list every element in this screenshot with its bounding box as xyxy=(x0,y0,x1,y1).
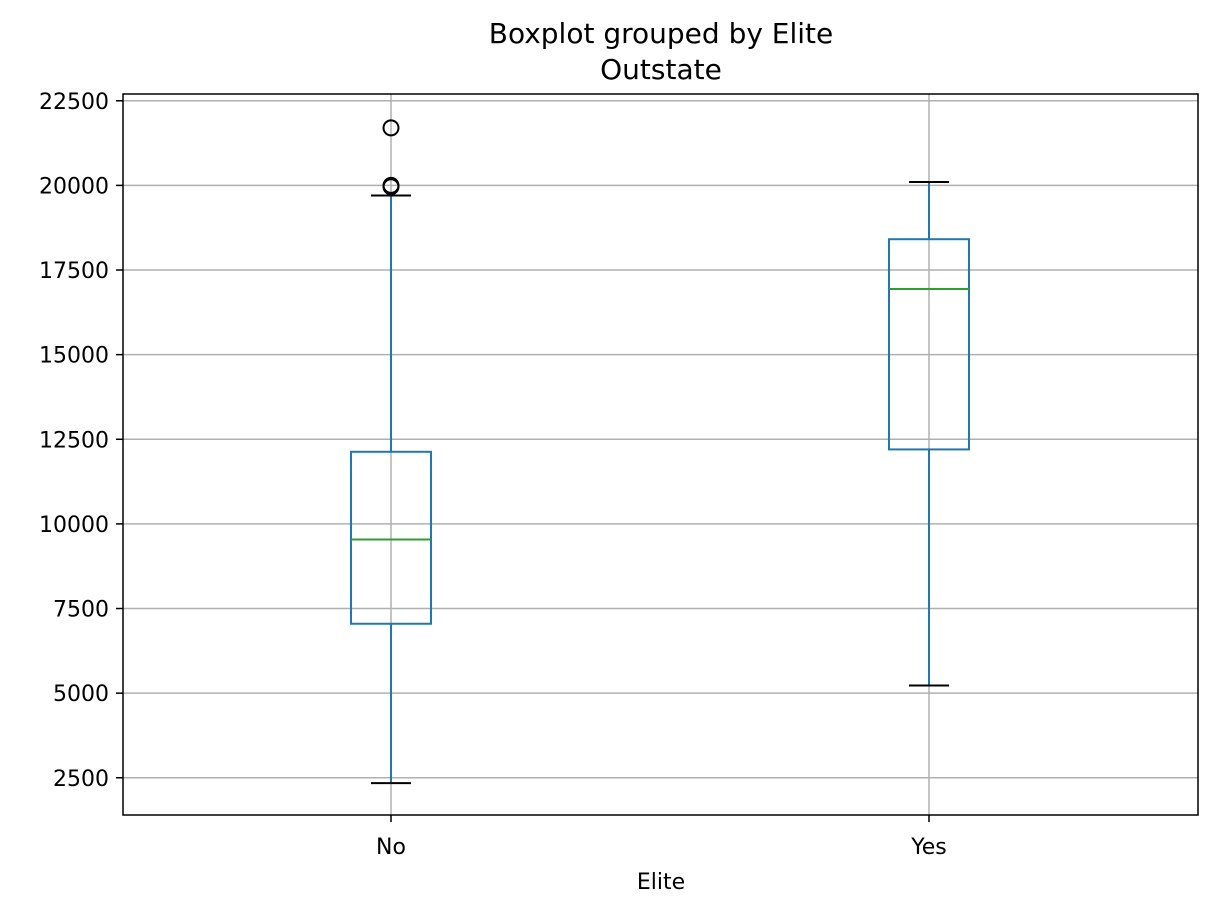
y-tick-label: 15000 xyxy=(39,344,109,369)
y-tick-label: 7500 xyxy=(53,598,109,623)
chart-subtitle: Outstate xyxy=(600,53,722,86)
x-axis-label: Elite xyxy=(637,870,685,895)
x-tick-label: No xyxy=(376,835,406,860)
tick-layer: 2500 5000 7500 10000 12500 15000 17500 20000 225… xyxy=(39,90,947,860)
y-tick-label: 17500 xyxy=(39,259,109,284)
y-tick-label: 2500 xyxy=(53,767,109,792)
y-tick-label: 22500 xyxy=(39,90,109,115)
chart-title: Boxplot grouped by Elite xyxy=(489,17,834,50)
y-tick-label: 20000 xyxy=(39,174,109,199)
plot-frame xyxy=(122,93,1199,816)
y-tick-label: 12500 xyxy=(39,428,109,453)
y-tick-label: 10000 xyxy=(39,513,109,538)
grid-lines xyxy=(123,94,1198,815)
box-iqr xyxy=(888,238,970,451)
box-layer xyxy=(350,119,970,785)
outlier-point xyxy=(382,176,400,194)
y-tick-label: 5000 xyxy=(53,682,109,707)
outlier-point xyxy=(382,119,400,137)
x-tick-label: Yes xyxy=(910,835,947,860)
box-iqr xyxy=(350,450,432,625)
